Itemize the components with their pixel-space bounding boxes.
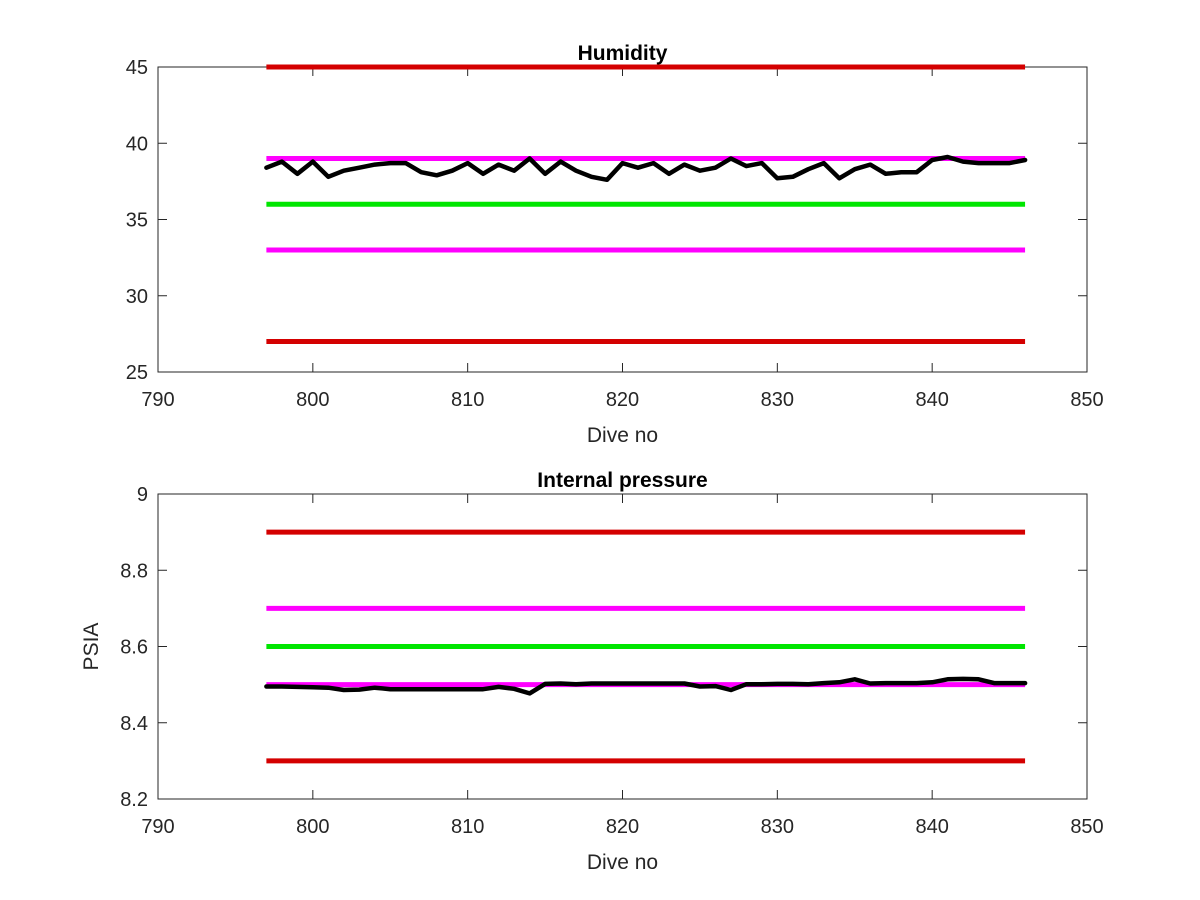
x-tick-label: 840 xyxy=(915,389,948,411)
x-tick-label: 790 xyxy=(141,816,174,838)
x-tick-label: 830 xyxy=(761,389,794,411)
x-tick-label: 810 xyxy=(451,389,484,411)
y-tick-label: 35 xyxy=(126,210,148,232)
y-tick-label: 8.8 xyxy=(120,560,148,582)
y-tick-label: 8.6 xyxy=(120,637,148,659)
x-tick-label: 850 xyxy=(1070,816,1103,838)
axes-box xyxy=(157,66,1088,373)
x-tick-label: 850 xyxy=(1070,389,1103,411)
y-tick-label: 40 xyxy=(126,133,148,155)
x-tick-label: 820 xyxy=(606,816,639,838)
humidity-chart: 790 800 810 820 830 840 850 25 30 35 40 45 Humidity D… xyxy=(126,42,1104,447)
y-tick-label: 8.2 xyxy=(120,789,148,811)
data-series-line xyxy=(264,154,1028,183)
y-tick-label: 9 xyxy=(137,484,148,506)
x-tick-label: 830 xyxy=(761,816,794,838)
y-tick-label: 30 xyxy=(126,286,148,308)
internal-pressure-chart: 790 800 810 820 830 840 850 8.2 8.4 8.6 8.8 9 Intern… xyxy=(80,469,1104,874)
y-axis-label: PSIA xyxy=(80,623,103,671)
x-axis-label: Dive no xyxy=(587,424,658,447)
y-tick-label: 45 xyxy=(126,57,148,79)
x-axis-label: Dive no xyxy=(587,851,658,874)
chart-title: Humidity xyxy=(578,42,668,65)
x-tick-label: 820 xyxy=(606,389,639,411)
y-tick-label: 25 xyxy=(126,362,148,384)
data-series-line xyxy=(264,676,1028,696)
x-tick-label: 840 xyxy=(915,816,948,838)
x-tick-label: 810 xyxy=(451,816,484,838)
x-tick-label: 790 xyxy=(141,389,174,411)
x-tick-label: 800 xyxy=(296,816,329,838)
chart-title: Internal pressure xyxy=(537,469,707,492)
y-tick-label: 8.4 xyxy=(120,713,148,735)
x-tick-label: 800 xyxy=(296,389,329,411)
